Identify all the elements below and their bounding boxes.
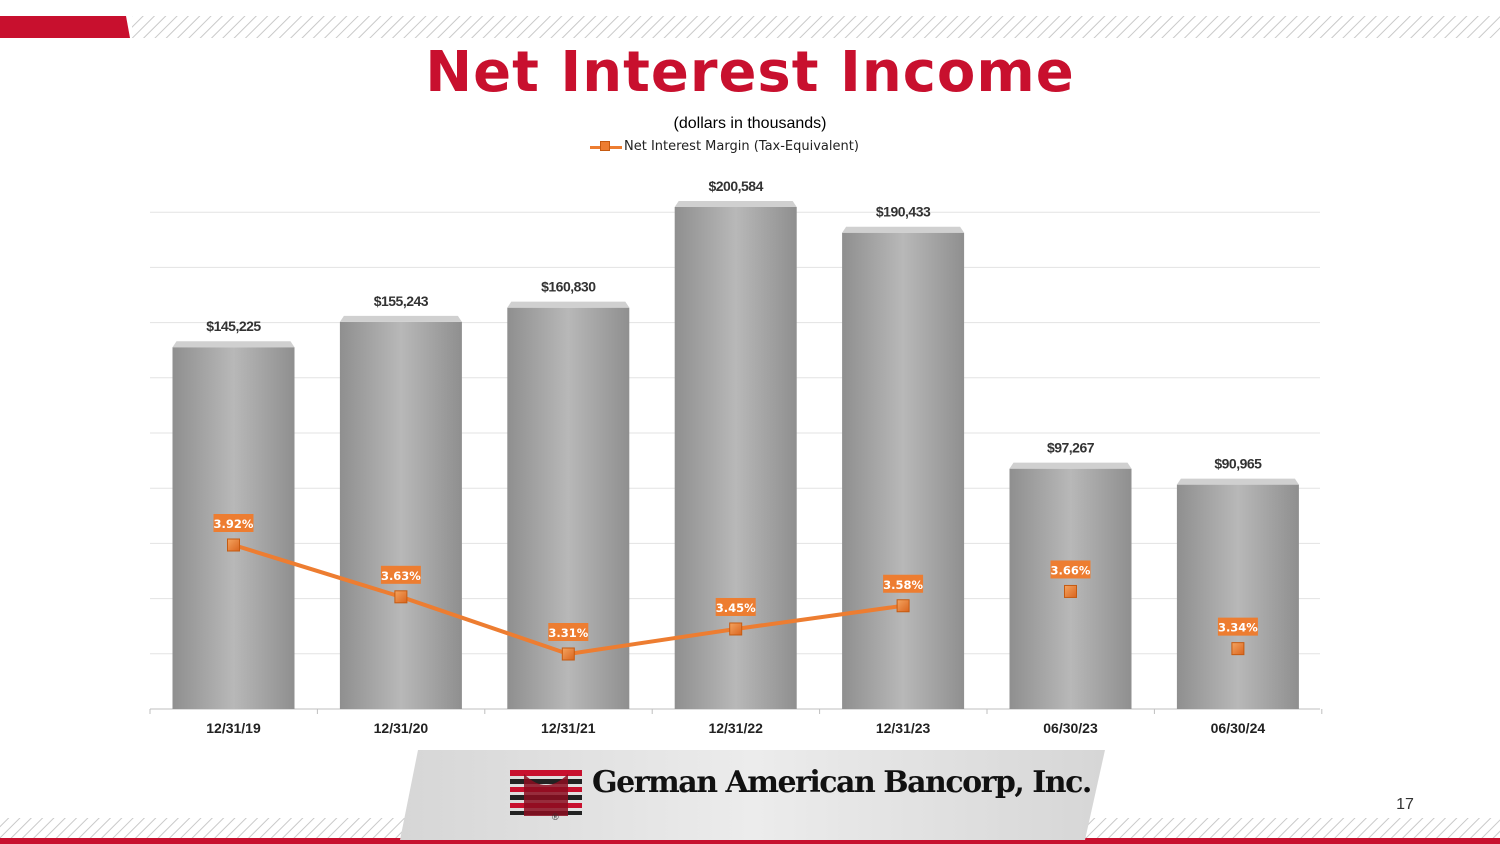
margin-label-box <box>715 597 756 616</box>
margin-label-box <box>380 565 421 584</box>
x-axis-label: 06/30/24 <box>1211 720 1266 736</box>
x-axis-labels: 12/31/19 12/31/20 12/31/21 12/31/22 12/31/23… <box>206 720 1265 736</box>
x-axis-label: 12/31/20 <box>374 720 429 736</box>
margin-marker <box>227 538 240 552</box>
margin-label: 3.92% <box>214 517 254 531</box>
margin-label-box <box>548 623 589 641</box>
margin-marker <box>561 647 575 661</box>
margin-label: 3.66% <box>1051 563 1091 577</box>
x-axis-label: 06/30/23 <box>1043 720 1098 736</box>
bar-value-label: $200,584 <box>708 178 763 194</box>
margin-label-box <box>1217 617 1258 636</box>
registered-mark: ® <box>552 812 559 822</box>
margin-marker <box>1231 642 1245 656</box>
bar <box>842 232 965 709</box>
margin-label-box <box>1050 560 1091 579</box>
margin-label: 3.58% <box>883 578 923 592</box>
bar-top <box>842 226 965 233</box>
bar-top <box>172 341 295 348</box>
margin-marker <box>729 622 743 636</box>
slide-title: Net Interest Income <box>425 40 1075 105</box>
page-number: 17 <box>1396 796 1414 813</box>
margin-marker <box>1064 584 1077 598</box>
bar-top <box>339 315 462 322</box>
top-red-bar <box>0 16 123 38</box>
bar-value-labels: $145,225 $155,243 $160,830 $200,584 $190,433… <box>206 178 1262 472</box>
bar-top <box>674 201 797 207</box>
margin-label: 3.34% <box>1218 621 1258 635</box>
margin-label: 3.45% <box>716 601 756 615</box>
top-red-bar-tip <box>118 16 130 38</box>
margin-label: 3.31% <box>548 626 588 640</box>
company-name: German American Bancorp, Inc. <box>592 765 1092 800</box>
margin-markers: 3.92% 3.63% 3.31% 3.45% 3.58% 3.66% 3.34% <box>213 514 1258 661</box>
bars <box>172 201 1299 709</box>
bar-value-label: $145,225 <box>206 318 261 334</box>
bar-value-label: $155,243 <box>374 293 429 309</box>
bar-value-label: $190,433 <box>876 204 931 220</box>
chart-subtitle: (dollars in thousands) <box>673 115 827 132</box>
legend-label: Net Interest Margin (Tax-Equivalent) <box>624 139 859 154</box>
bar-top <box>1176 478 1299 485</box>
margin-marker <box>394 590 408 604</box>
bar <box>1176 484 1299 709</box>
margin-label-box <box>213 514 254 532</box>
bar-value-label: $90,965 <box>1214 456 1262 472</box>
x-axis-label: 12/31/19 <box>206 720 261 736</box>
margin-label: 3.63% <box>381 569 421 583</box>
bar-value-label: $160,830 <box>541 279 596 295</box>
margin-label-box <box>883 574 924 593</box>
x-axis-label: 12/31/22 <box>708 720 763 736</box>
top-hatch-band <box>132 16 1500 38</box>
bottom-red-line <box>0 838 1500 844</box>
margin-marker <box>896 599 910 613</box>
x-axis-label: 12/31/21 <box>541 720 596 736</box>
company-logo-icon <box>510 770 582 816</box>
legend-line-marker-icon <box>590 140 622 154</box>
bar-top <box>1009 462 1132 469</box>
bar <box>339 321 462 709</box>
x-axis-label: 12/31/23 <box>876 720 931 736</box>
chart-legend: Net Interest Margin (Tax-Equivalent) <box>590 139 859 154</box>
bar-value-label: $97,267 <box>1047 440 1095 456</box>
bar-top <box>507 301 630 308</box>
